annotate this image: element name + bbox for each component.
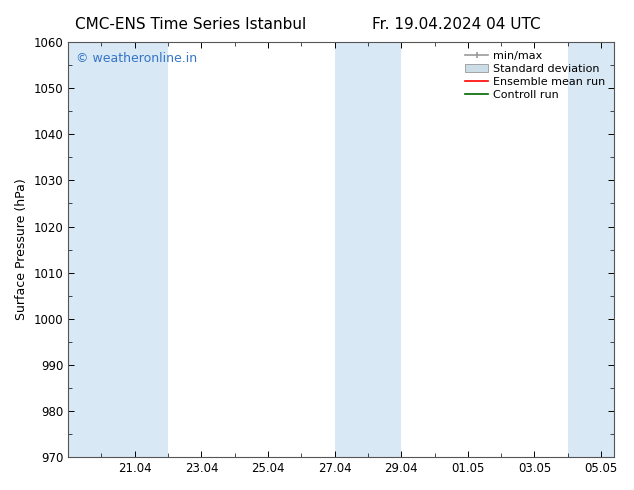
Text: © weatheronline.in: © weatheronline.in: [76, 52, 197, 66]
Bar: [101, 42, 168, 457]
Bar: [335, 42, 368, 457]
Bar: [567, 42, 614, 457]
Legend: min/max, Standard deviation, Ensemble mean run, Controll run: min/max, Standard deviation, Ensemble me…: [462, 48, 609, 103]
Bar: [368, 42, 401, 457]
Bar: [68, 42, 101, 457]
Text: CMC-ENS Time Series Istanbul: CMC-ENS Time Series Istanbul: [75, 17, 306, 32]
Y-axis label: Surface Pressure (hPa): Surface Pressure (hPa): [15, 179, 28, 320]
Text: Fr. 19.04.2024 04 UTC: Fr. 19.04.2024 04 UTC: [372, 17, 541, 32]
